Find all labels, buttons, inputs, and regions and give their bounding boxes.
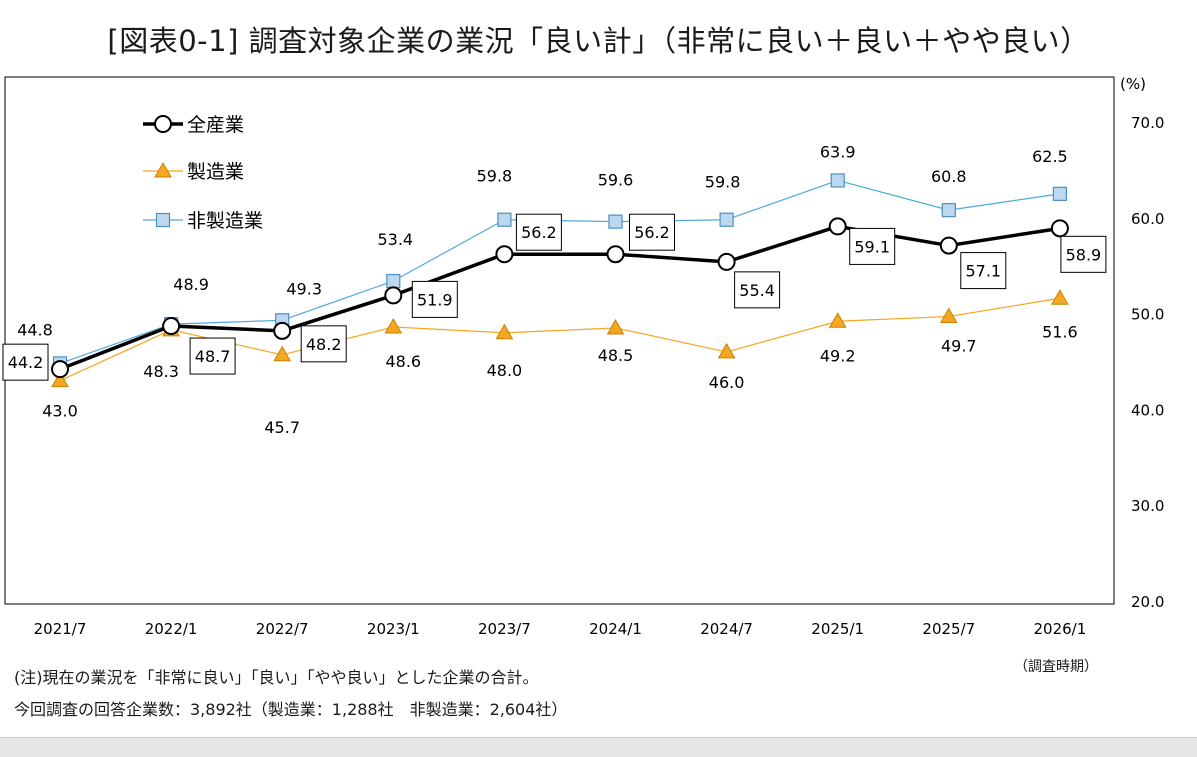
legend-label: 全産業 bbox=[187, 114, 244, 136]
data-point-circle bbox=[273, 321, 292, 340]
y-tick-label: 50.0 bbox=[1131, 306, 1164, 324]
data-point-circle bbox=[384, 286, 403, 305]
data-label: 59.1 bbox=[854, 237, 890, 256]
y-tick-label: 70.0 bbox=[1131, 114, 1164, 132]
data-point-square bbox=[497, 212, 512, 227]
data-label: 59.8 bbox=[477, 167, 513, 186]
x-tick-label: 2026/1 bbox=[1034, 620, 1087, 638]
data-point-square bbox=[830, 173, 845, 188]
x-tick-label: 2021/7 bbox=[34, 620, 87, 638]
window-bottom-bar bbox=[0, 737, 1197, 757]
x-tick-label: 2025/7 bbox=[922, 620, 975, 638]
legend-marker-circle bbox=[154, 115, 172, 133]
x-tick-label: 2025/1 bbox=[811, 620, 864, 638]
data-label-box bbox=[411, 280, 458, 318]
data-label-box bbox=[300, 325, 347, 363]
data-label: 55.4 bbox=[739, 281, 775, 300]
data-label: 46.0 bbox=[709, 373, 745, 392]
data-label: 44.8 bbox=[17, 320, 53, 339]
y-tick-label: 60.0 bbox=[1131, 210, 1164, 228]
data-label: 49.2 bbox=[820, 346, 856, 365]
data-label: 48.5 bbox=[598, 346, 634, 365]
data-label: 44.2 bbox=[8, 353, 44, 372]
data-point-circle bbox=[51, 360, 69, 379]
line-chart: (%) 20.0 30.0 40.0 50.0 60.0 70.0 2021/7 2022/… bbox=[2, 75, 1164, 638]
data-point-circle bbox=[939, 236, 958, 255]
x-tick-label: 2023/7 bbox=[478, 620, 531, 638]
data-point-triangle bbox=[939, 307, 958, 323]
data-point-square bbox=[719, 212, 734, 227]
data-label: 53.4 bbox=[377, 230, 413, 249]
data-label: 48.7 bbox=[195, 347, 231, 366]
data-label-box bbox=[515, 213, 562, 251]
data-label: 45.7 bbox=[264, 418, 300, 437]
data-point-circle bbox=[1050, 219, 1069, 238]
data-point-triangle bbox=[384, 318, 403, 334]
data-point-circle bbox=[717, 252, 736, 271]
data-point-square bbox=[386, 273, 401, 289]
respondent-count-note: 今回調査の回答企業数：3,892社（製造業：1,288社 非製造業：2,604社… bbox=[14, 700, 568, 719]
data-label: 56.2 bbox=[634, 223, 670, 242]
x-tick-label: 2024/1 bbox=[589, 620, 642, 638]
data-point-circle bbox=[606, 245, 625, 264]
data-point-triangle bbox=[273, 345, 292, 362]
legend-label: 製造業 bbox=[187, 161, 244, 183]
x-axis-unit: （調査時期） bbox=[1014, 659, 1098, 675]
data-label-box bbox=[629, 213, 675, 251]
legend-marker-triangle bbox=[154, 161, 172, 178]
data-point-circle bbox=[162, 317, 181, 336]
data-label: 57.1 bbox=[965, 262, 1001, 281]
data-label: 49.7 bbox=[941, 336, 977, 355]
data-label: 48.2 bbox=[306, 335, 342, 354]
data-label: 60.8 bbox=[931, 167, 967, 186]
x-tick-label: 2024/7 bbox=[700, 620, 753, 638]
data-label: 43.0 bbox=[42, 402, 78, 421]
data-label: 48.0 bbox=[487, 361, 523, 380]
data-label: 56.2 bbox=[521, 223, 557, 242]
data-point-triangle bbox=[606, 318, 625, 335]
y-axis-unit: (%) bbox=[1120, 75, 1146, 93]
x-tick-label: 2023/1 bbox=[367, 620, 420, 638]
data-point-triangle bbox=[828, 312, 847, 328]
y-tick-label: 40.0 bbox=[1131, 401, 1164, 419]
data-label: 49.3 bbox=[286, 279, 322, 298]
data-point-triangle bbox=[51, 371, 69, 388]
data-label: 59.6 bbox=[598, 171, 634, 190]
data-label: 48.9 bbox=[173, 275, 209, 294]
data-label: 63.9 bbox=[820, 142, 856, 161]
data-label-box bbox=[849, 227, 896, 265]
legend-label: 非製造業 bbox=[187, 210, 263, 232]
data-point-circle bbox=[828, 217, 847, 236]
data-label-box bbox=[1060, 235, 1107, 273]
data-point-triangle bbox=[1051, 289, 1069, 305]
data-label: 51.6 bbox=[1042, 322, 1078, 341]
x-tick-label: 2022/1 bbox=[145, 620, 198, 638]
data-label-box bbox=[734, 271, 781, 309]
data-label-box bbox=[189, 337, 236, 375]
y-tick-label: 20.0 bbox=[1131, 593, 1164, 611]
data-point-square bbox=[941, 203, 956, 218]
data-point-triangle bbox=[495, 323, 514, 340]
data-label-box bbox=[960, 252, 1007, 290]
data-point-square bbox=[1052, 186, 1068, 201]
data-label: 51.9 bbox=[417, 290, 453, 309]
data-label: 62.5 bbox=[1032, 147, 1068, 166]
y-tick-label: 30.0 bbox=[1131, 497, 1164, 515]
data-label: 58.9 bbox=[1066, 245, 1102, 264]
legend-marker-square bbox=[155, 212, 171, 228]
data-label: 59.8 bbox=[705, 173, 741, 192]
data-point-square bbox=[608, 214, 623, 229]
footnote: (注)現在の業況を「非常に良い」「良い」「やや良い」とした企業の合計。 bbox=[14, 668, 539, 687]
data-label: 48.6 bbox=[385, 352, 421, 371]
data-point-circle bbox=[495, 245, 514, 264]
data-label: 48.3 bbox=[143, 362, 179, 381]
chart-title: [図表0-1] 調査対象企業の業況「良い計」（非常に良い＋良い＋やや良い） bbox=[107, 24, 1090, 58]
x-tick-label: 2022/7 bbox=[256, 620, 309, 638]
data-point-triangle bbox=[717, 342, 736, 359]
data-label-box bbox=[2, 343, 49, 381]
